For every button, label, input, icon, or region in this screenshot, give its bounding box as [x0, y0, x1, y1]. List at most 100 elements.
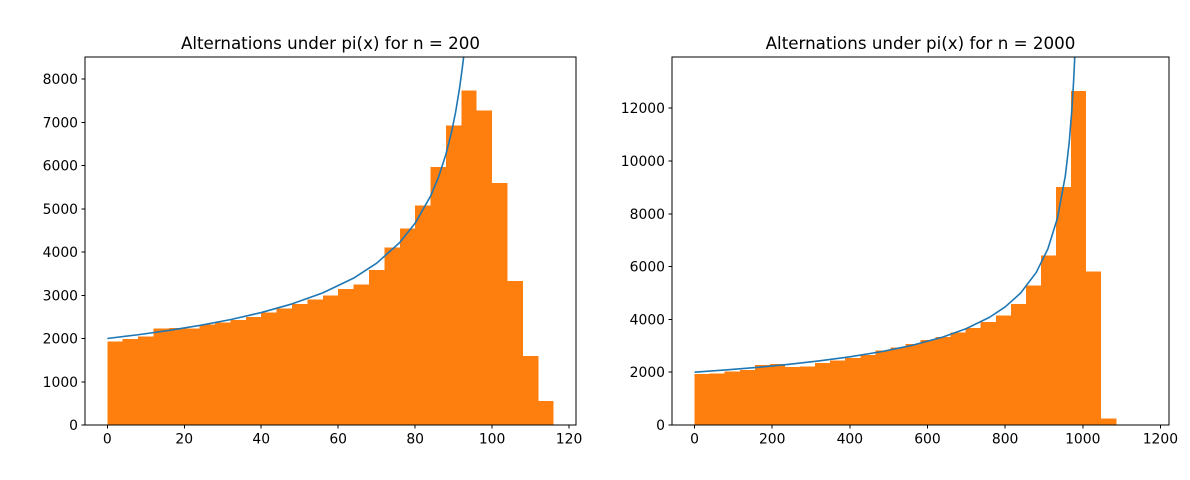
x-tick-label: 1200 [1143, 432, 1178, 448]
histogram-bar [1071, 91, 1087, 425]
histogram-bar [830, 360, 846, 425]
histogram-bar [905, 343, 921, 425]
fit-curve [107, 57, 465, 340]
y-tick-label: 4000 [43, 245, 78, 261]
histogram-bar [1101, 418, 1117, 425]
x-tick-label: 400 [837, 432, 864, 448]
histogram-bar [399, 228, 416, 425]
histogram-bar [845, 357, 861, 425]
histogram-bar [860, 354, 876, 425]
histogram-bar [784, 367, 801, 425]
histogram-bar [875, 350, 891, 425]
histogram-bar [322, 295, 339, 425]
histogram-bar [230, 319, 246, 425]
histogram-bar [724, 371, 740, 425]
histogram-bar [709, 373, 725, 425]
histogram-bar [107, 341, 123, 425]
y-tick-label: 6000 [630, 260, 665, 276]
histogram-bar [890, 347, 906, 425]
x-tick-label: 1000 [1065, 432, 1100, 448]
histogram-bar [292, 303, 308, 425]
x-axis: 0 200 400 600 800 1000 1200 [690, 425, 1178, 448]
x-tick-label: 120 [556, 432, 583, 448]
histogram-bar [920, 339, 936, 425]
histogram-bar [1040, 255, 1057, 425]
histogram-bar [415, 205, 431, 425]
histogram-bar [800, 366, 816, 425]
histogram-bar [965, 327, 981, 425]
histogram-bar [1025, 285, 1041, 425]
histogram-bar [694, 373, 710, 425]
y-tick-label: 3000 [43, 288, 78, 304]
histogram-bar [754, 364, 770, 425]
axes-frame [84, 56, 577, 426]
histogram-bar [1010, 303, 1026, 425]
plot-title-right: Alternations under pi(x) for n = 2000 [765, 33, 1076, 53]
subplot: 0 200 400 600 800 1000 12000200040006000800010… [621, 56, 1178, 448]
histogram-bar [522, 356, 539, 425]
histogram-bar [168, 328, 185, 425]
histogram-bar [538, 401, 554, 425]
subplot: 0 20 40 60 80 100 120 0 1000 2000 3000 4000 5000 6000… [43, 56, 583, 448]
histogram-bar [261, 312, 277, 425]
histogram-bar [995, 315, 1011, 425]
x-tick-label: 0 [690, 432, 699, 448]
plot-title-left: Alternations under pi(x) for n = 200 [180, 33, 481, 53]
histogram-bar [122, 338, 139, 425]
histogram-bars [107, 90, 554, 425]
x-tick-label: 0 [103, 432, 112, 448]
x-tick-label: 20 [175, 432, 193, 448]
histogram-bar [935, 337, 951, 425]
histogram-bar [276, 308, 293, 425]
histogram-bar [184, 328, 200, 425]
histogram-bar [507, 281, 523, 425]
histogram-bar [476, 110, 493, 425]
histogram-bar [368, 269, 385, 425]
y-tick-label: 7000 [43, 115, 78, 131]
y-tick-label: 0 [69, 418, 78, 434]
histogram-bar [430, 167, 446, 425]
y-tick-label: 4000 [630, 312, 665, 328]
x-tick-label: 100 [479, 432, 506, 448]
histogram-bar [1056, 187, 1072, 425]
x-tick-label: 200 [759, 432, 786, 448]
histogram-bar [445, 125, 462, 425]
y-tick-label: 8000 [630, 207, 665, 223]
histogram-bar [384, 247, 400, 425]
histogram-bar [245, 316, 262, 425]
histogram-bar [1086, 271, 1102, 425]
histogram-bar [353, 284, 369, 425]
y-axis: 0 2000 4000 6000 8000 10000 12000 [621, 101, 672, 434]
x-tick-label: 60 [329, 432, 347, 448]
y-tick-label: 8000 [43, 72, 78, 88]
histogram-bar [138, 336, 154, 425]
x-tick-label: 800 [992, 432, 1019, 448]
y-tick-label: 12000 [621, 101, 665, 117]
axes-frame [671, 56, 1170, 426]
y-tick-label: 0 [656, 418, 665, 434]
x-tick-label: 600 [914, 432, 941, 448]
x-tick-label: 40 [252, 432, 270, 448]
histogram-bar [769, 363, 785, 425]
histogram-bar [950, 332, 966, 425]
x-tick-label: 80 [406, 432, 424, 448]
histogram-bar [338, 288, 354, 425]
y-axis: 0 1000 2000 3000 4000 5000 6000 7000 8000 [43, 72, 85, 434]
y-tick-label: 2000 [630, 365, 665, 381]
y-tick-label: 6000 [43, 159, 78, 175]
histogram-bars [694, 91, 1117, 425]
histogram-bar [492, 183, 508, 425]
histogram-bar [815, 363, 831, 425]
fit-curve [694, 57, 1076, 373]
histogram-bar [153, 328, 169, 425]
histogram-bar [980, 322, 996, 425]
histogram-bar [199, 324, 216, 425]
y-tick-label: 5000 [43, 202, 78, 218]
y-tick-label: 10000 [621, 154, 665, 170]
histogram-bar [307, 299, 323, 425]
histogram-bar [215, 322, 231, 425]
y-tick-label: 2000 [43, 332, 78, 348]
y-tick-label: 1000 [43, 375, 78, 391]
